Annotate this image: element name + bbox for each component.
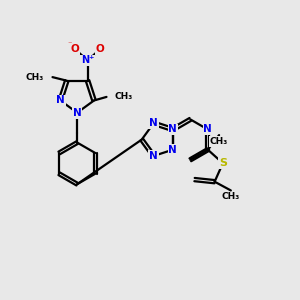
Text: ⁻: ⁻ [67, 39, 72, 48]
Text: N⁺: N⁺ [81, 56, 94, 65]
Text: CH₃: CH₃ [210, 137, 228, 146]
Text: N: N [149, 118, 158, 128]
Text: N: N [169, 145, 177, 155]
Text: N: N [149, 151, 158, 161]
Text: CH₃: CH₃ [26, 73, 44, 82]
Text: N: N [56, 95, 65, 106]
Text: O: O [71, 44, 80, 54]
Text: S: S [219, 158, 227, 168]
Text: N: N [203, 124, 212, 134]
Text: N: N [73, 108, 82, 118]
Text: O: O [96, 44, 104, 54]
Text: N: N [169, 124, 177, 134]
Text: CH₃: CH₃ [222, 193, 240, 202]
Text: CH₃: CH₃ [115, 92, 133, 101]
